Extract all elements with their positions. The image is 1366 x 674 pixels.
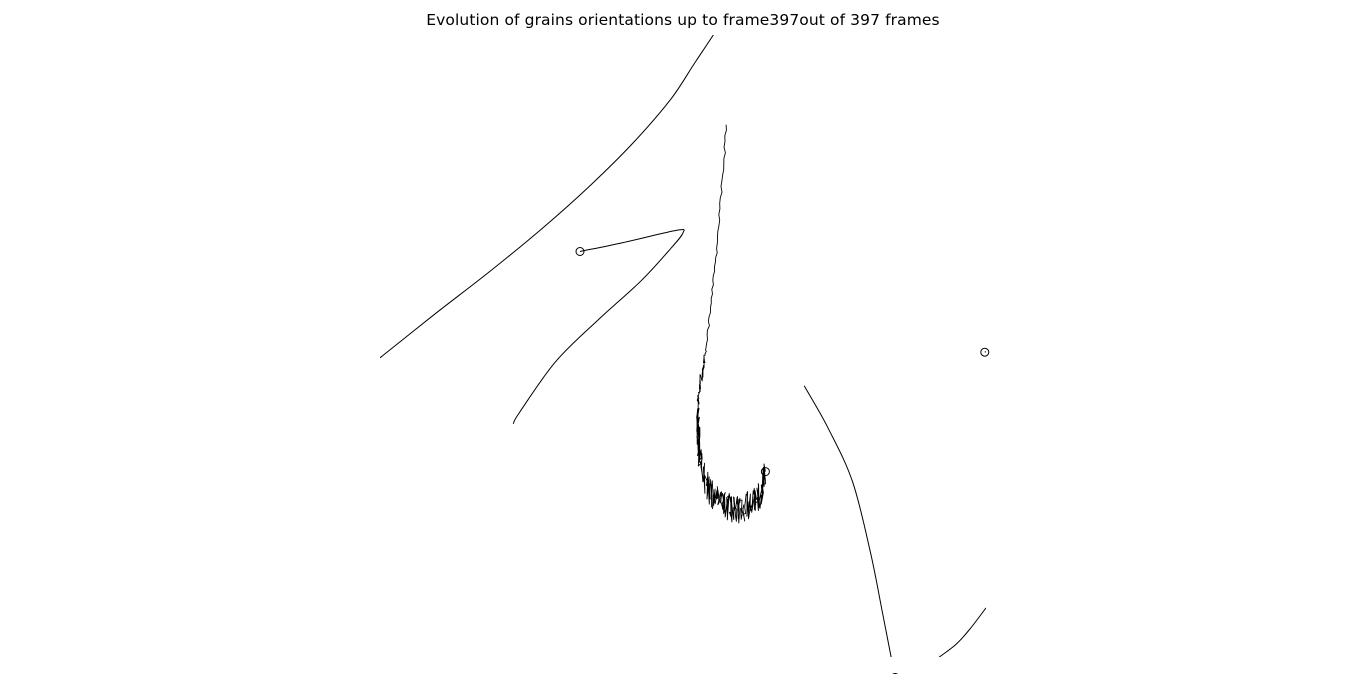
series-line-1 [380,35,714,359]
series-end-marker-3 [760,467,770,477]
series-line-4 [803,385,892,657]
series-end-marker-6 [980,347,990,357]
series-end-marker-2 [575,247,585,256]
series-line-6 [984,351,986,353]
series-layer [380,35,986,657]
series-line-5 [938,607,986,657]
marker-layer [575,247,990,674]
series-line-3 [696,124,766,524]
chart-title: Evolution of grains orientations up to f… [426,11,940,29]
series-line-2 [512,229,685,425]
